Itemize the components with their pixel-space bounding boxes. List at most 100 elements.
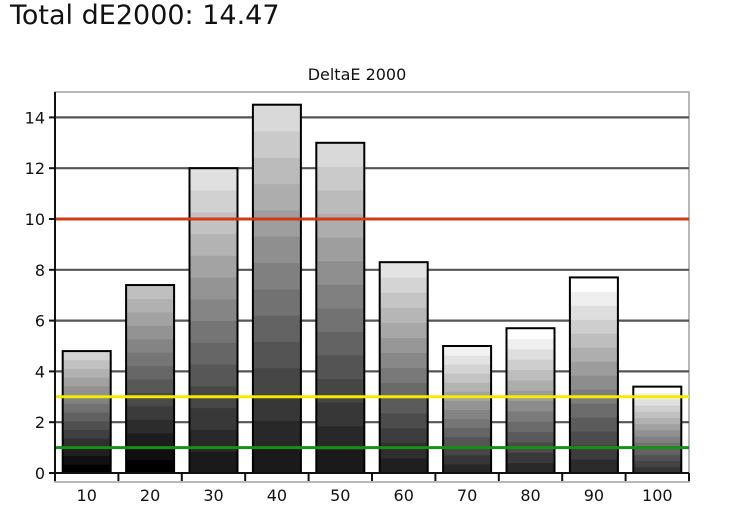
bar-stripe [126, 352, 175, 367]
bar-stripe [506, 410, 555, 422]
bar-stripe [62, 446, 111, 457]
bar-stripe [189, 211, 238, 235]
bar-stripe [633, 454, 682, 462]
bar-stripe [569, 417, 618, 432]
y-tick-label: 6 [35, 312, 45, 331]
bar [378, 261, 429, 474]
bar-stripe [126, 379, 175, 393]
bar-stripe [252, 157, 301, 185]
y-tick-label: 10 [25, 210, 45, 229]
bar-stripe [126, 459, 175, 474]
bar-stripe [62, 464, 111, 474]
bar-stripe [316, 449, 365, 474]
bar-stripe [379, 337, 428, 354]
bar [442, 345, 493, 474]
bar-stripe [506, 400, 555, 412]
bar-stripe [379, 277, 428, 293]
bar-stripe [62, 368, 111, 378]
y-tick-label: 8 [35, 261, 45, 280]
bars [61, 103, 683, 475]
bar-stripe [316, 402, 365, 427]
bar-stripe [569, 347, 618, 362]
bar-stripe [569, 277, 618, 292]
bar-stripe [506, 348, 555, 360]
bar-stripe [633, 466, 682, 474]
bar-stripe [506, 421, 555, 433]
bar-stripe [443, 418, 492, 429]
bar [61, 350, 112, 474]
bar-stripe [252, 394, 301, 421]
bar-stripe [443, 346, 492, 356]
bar-stripe [443, 409, 492, 420]
bar-stripe [379, 322, 428, 338]
bar-stripe [633, 411, 682, 418]
bar-stripe [443, 373, 492, 383]
x-tick-label: 90 [584, 486, 604, 505]
bar-stripe [633, 386, 682, 394]
bar-stripe [62, 429, 111, 439]
bar-stripe [633, 435, 682, 443]
bar-stripe [126, 405, 175, 420]
bar-stripe [569, 431, 618, 446]
bar-stripe [443, 364, 492, 374]
bar-stripe [316, 307, 365, 332]
chart-title: DeltaE 2000 [308, 65, 407, 84]
bar-stripe [569, 333, 618, 348]
bar-stripe [506, 359, 555, 371]
bar-stripe [569, 319, 618, 334]
bar-stripe [443, 400, 492, 410]
bar-stripe [62, 403, 111, 413]
x-tick-label: 60 [394, 486, 414, 505]
bar-stripe [62, 377, 111, 387]
bar-stripe [506, 338, 555, 350]
bar-stripe [189, 342, 238, 365]
bar-stripe [126, 311, 175, 326]
bar-stripe [62, 351, 111, 361]
x-tick-label: 50 [330, 486, 350, 505]
reference-lines [55, 217, 689, 450]
bar-stripe [189, 277, 238, 300]
bar-stripe [633, 429, 682, 437]
x-tick-label: 70 [457, 486, 477, 505]
bar-stripe [569, 291, 618, 306]
bar-stripe [506, 369, 555, 381]
bar-stripe [316, 166, 365, 191]
bar [632, 385, 683, 475]
bar-stripe [379, 262, 428, 278]
y-axis: 0 2 4 6 8 10 12 14 [25, 92, 56, 483]
bar-stripe [316, 378, 365, 403]
bar-stripe [252, 209, 301, 237]
bar-stripe [189, 407, 238, 430]
bar-stripe [633, 442, 682, 449]
bar-stripe [252, 262, 301, 290]
bar-stripe [506, 452, 555, 464]
x-tick-label: 40 [267, 486, 287, 505]
bar-stripe [633, 460, 682, 468]
bar-stripe [569, 375, 618, 390]
bar-stripe [316, 355, 365, 380]
bar-stripe [126, 419, 175, 434]
bar-stripe [316, 425, 365, 450]
bar-stripe [62, 420, 111, 430]
bar-stripe [62, 412, 111, 422]
bar-stripe [443, 436, 492, 447]
bar [568, 276, 619, 475]
bar-stripe [252, 183, 301, 211]
bar-stripe [252, 420, 301, 448]
bar-stripe [62, 359, 111, 369]
bar-stripe [379, 442, 428, 459]
bar-stripe [252, 236, 301, 264]
bar-stripe [252, 288, 301, 316]
y-tick-label: 14 [25, 108, 45, 127]
bar-stripe [569, 403, 618, 418]
bar-stripe [252, 131, 301, 158]
x-tick-label: 100 [642, 486, 673, 505]
bar-stripe [633, 405, 682, 412]
x-tick-label: 10 [77, 486, 97, 505]
bar-stripe [379, 292, 428, 308]
bar [188, 167, 239, 474]
bar-stripe [189, 320, 238, 343]
bar-stripe [126, 338, 175, 353]
bar-stripe [379, 307, 428, 323]
bar-stripe [189, 255, 238, 278]
